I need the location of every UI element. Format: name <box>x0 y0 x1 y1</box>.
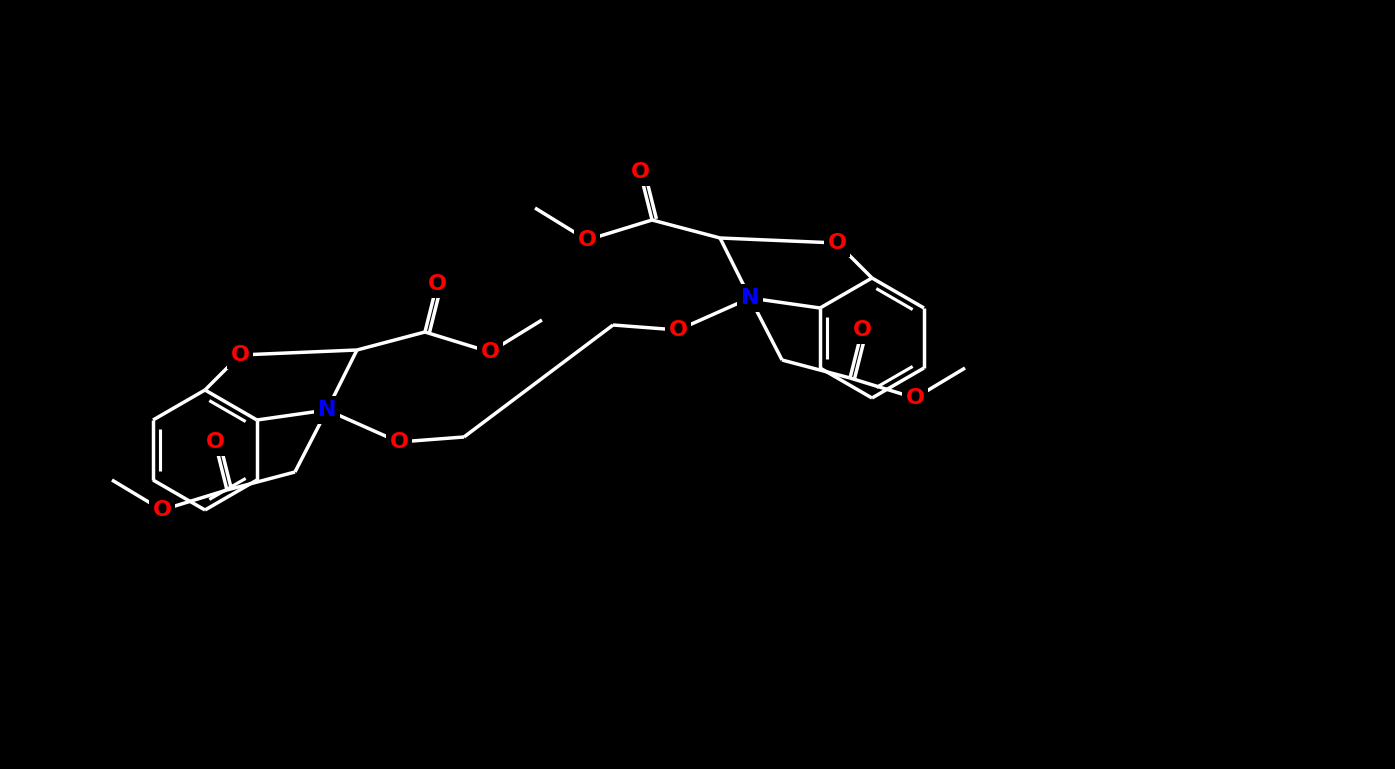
Text: O: O <box>631 162 650 182</box>
Text: O: O <box>668 320 688 340</box>
Text: O: O <box>152 500 172 520</box>
Text: O: O <box>578 230 597 250</box>
Text: O: O <box>427 274 446 294</box>
Text: O: O <box>480 342 499 362</box>
Text: N: N <box>741 288 759 308</box>
Text: O: O <box>827 233 847 253</box>
Text: O: O <box>205 432 225 452</box>
Text: O: O <box>852 320 872 340</box>
Text: O: O <box>230 345 250 365</box>
Text: N: N <box>318 400 336 420</box>
Text: O: O <box>389 432 409 452</box>
Text: O: O <box>905 388 925 408</box>
